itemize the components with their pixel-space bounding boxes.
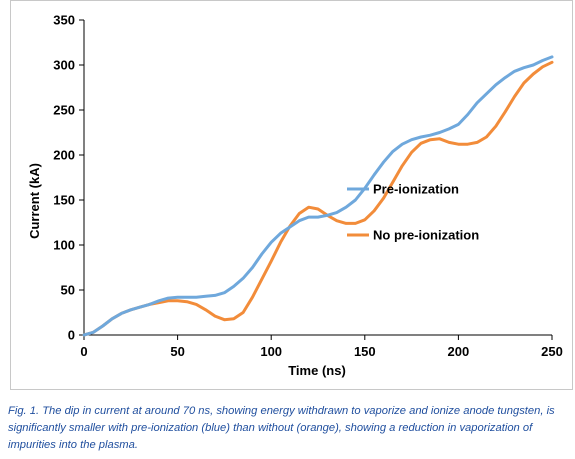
chart-series bbox=[82, 55, 554, 337]
x-tick-label: 250 bbox=[541, 344, 563, 359]
x-tick-label: 150 bbox=[354, 344, 376, 359]
line-chart: 0 50 100 150 200 250 300 350 0 50 100 150 200 250 Pre… bbox=[27, 13, 563, 379]
y-tick-label: 300 bbox=[53, 58, 75, 73]
chart-legend: Pre-ionization No pre-ionization bbox=[347, 182, 479, 243]
y-axis-label: Current (kA) bbox=[27, 163, 42, 239]
y-tick-label: 50 bbox=[61, 283, 75, 298]
legend-label: No pre-ionization bbox=[373, 228, 479, 243]
legend-label: Pre-ionization bbox=[373, 182, 459, 197]
y-tick-label: 250 bbox=[53, 103, 75, 118]
series-line-no-pre-ionization bbox=[82, 60, 554, 337]
x-tick-label: 200 bbox=[448, 344, 470, 359]
x-tick-label: 50 bbox=[170, 344, 184, 359]
y-tick-label: 200 bbox=[53, 148, 75, 163]
y-tick-label: 150 bbox=[53, 193, 75, 208]
y-tick-label: 0 bbox=[68, 328, 75, 343]
series-line-pre-ionization bbox=[82, 55, 554, 337]
figure-caption: Fig. 1. The dip in current at around 70 … bbox=[8, 405, 555, 451]
x-axis-label: Time (ns) bbox=[288, 363, 346, 378]
y-tick-label: 100 bbox=[53, 238, 75, 253]
y-tick-label: 350 bbox=[53, 13, 75, 28]
x-tick-label: 0 bbox=[80, 344, 87, 359]
chart-ticks: 0 50 100 150 200 250 300 350 0 50 100 150 200 250 bbox=[53, 13, 563, 360]
chart-figure: 0 50 100 150 200 250 300 350 0 50 100 150 200 250 Pre… bbox=[10, 0, 573, 390]
chart-axes bbox=[83, 20, 552, 336]
x-tick-label: 100 bbox=[260, 344, 282, 359]
